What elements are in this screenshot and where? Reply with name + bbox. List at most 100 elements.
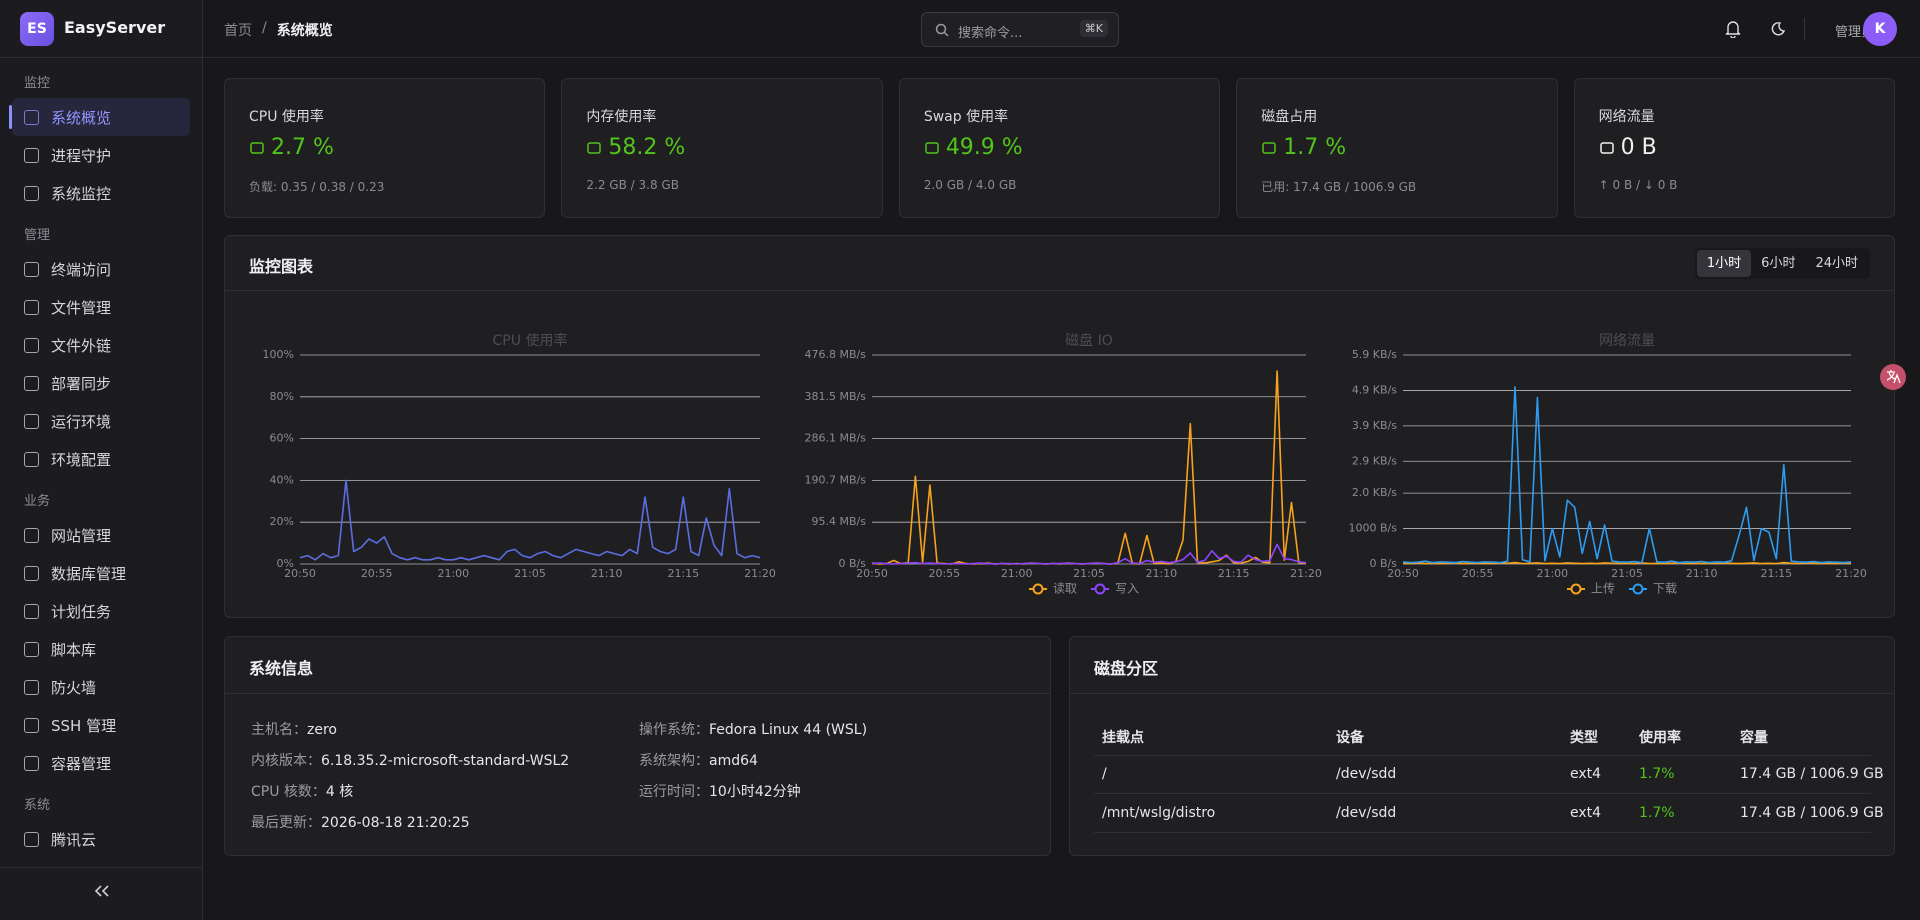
nav-item[interactable]: 文件外链 [12, 326, 190, 364]
table-cell: /dev/sdd [1336, 766, 1397, 782]
nav-item[interactable]: 数据库管理 [12, 554, 190, 592]
nav-icon [24, 337, 39, 353]
x-tick-label: 21:15 [667, 567, 699, 580]
chart-title: 网络流量 [1599, 333, 1655, 349]
theme-icon[interactable] [1769, 20, 1787, 38]
nav-icon [24, 109, 39, 125]
nav-item[interactable]: 腾讯云 [12, 820, 190, 858]
panel-header: 系统信息 [225, 637, 1050, 694]
nav-label: 运行环境 [51, 412, 112, 431]
table-cell: /dev/sdd [1336, 805, 1397, 821]
info-label: 运行时间： [639, 784, 709, 800]
y-tick-label: 1000 B/s [1349, 522, 1398, 535]
info-field: 系统架构：amd64 [639, 750, 758, 770]
x-tick-label: 21:00 [437, 567, 469, 580]
search-box[interactable]: 搜索命令... ⌘K [921, 12, 1119, 47]
nav-group-title: 系统 [24, 798, 51, 813]
stat-value: 1.7 % [1261, 135, 1346, 160]
avatar[interactable]: K [1863, 12, 1897, 46]
stat-detail: 2.2 GB / 3.8 GB [586, 178, 679, 192]
range-button[interactable]: 24小时 [1815, 256, 1858, 271]
x-tick-label: 21:10 [1145, 567, 1177, 580]
stat-value: 49.9 % [924, 135, 1023, 160]
info-label: 操作系统： [639, 722, 709, 738]
stat-number: 58.2 % [608, 135, 686, 160]
range-button[interactable]: 6小时 [1761, 256, 1796, 271]
table-cell: 1.7% [1639, 805, 1675, 821]
x-tick-label: 21:10 [1686, 567, 1718, 580]
breadcrumb-current: 系统概览 [276, 23, 333, 39]
breadcrumb-link[interactable]: 首页 [224, 23, 252, 39]
nav-item[interactable]: 防火墙 [12, 668, 190, 706]
stat-number: 1.7 % [1283, 135, 1347, 160]
x-tick-label: 20:55 [928, 567, 960, 580]
nav-item[interactable]: 系统概览 [9, 98, 190, 136]
info-label: 系统架构： [639, 753, 709, 769]
nav-icon [24, 831, 39, 847]
info-label: CPU 核数： [251, 784, 326, 800]
x-tick-label: 21:20 [744, 567, 776, 580]
nav-label: 腾讯云 [51, 830, 97, 849]
nav-label: 脚本库 [51, 640, 97, 659]
nav-item[interactable]: 终端访问 [12, 250, 190, 288]
stat-label: 网络流量 [1598, 109, 1655, 125]
nav-item[interactable]: 运行环境 [12, 402, 190, 440]
nav-item[interactable]: 文件管理 [12, 288, 190, 326]
nav-item[interactable]: 部署同步 [12, 364, 190, 402]
table-cell: ext4 [1570, 766, 1602, 782]
nav-icon [24, 147, 39, 163]
translate-button[interactable] [1879, 363, 1907, 391]
stat-icon [587, 141, 602, 154]
line-series [299, 479, 761, 561]
legend-label: 下载 [1653, 582, 1677, 596]
nav-label: 防火墙 [51, 678, 97, 697]
nav-label: 系统监控 [51, 184, 112, 203]
line-series [871, 543, 1307, 565]
info-value: amd64 [709, 753, 758, 769]
info-value: 10小时42分钟 [709, 784, 801, 800]
info-value: Fedora Linux 44 (WSL) [709, 722, 868, 738]
y-tick-label: 80% [270, 390, 294, 403]
panel-header: 磁盘分区 [1070, 637, 1894, 694]
nav-item[interactable]: 脚本库 [12, 630, 190, 668]
nav-label: 容器管理 [51, 754, 112, 773]
collapse-button[interactable] [94, 884, 110, 898]
y-tick-label: 381.5 MB/s [805, 390, 867, 403]
y-tick-label: 0 B/s [1370, 557, 1398, 570]
brand: EasyServer [64, 18, 166, 37]
stat-detail: 负载: 0.35 / 0.38 / 0.23 [249, 180, 385, 194]
legend-marker [1632, 583, 1644, 595]
nav-item[interactable]: 进程守护 [12, 136, 190, 174]
info-value: 4 核 [325, 784, 354, 800]
nav-label: 网站管理 [51, 526, 112, 545]
nav-label: 文件管理 [51, 298, 112, 317]
nav-item[interactable]: 容器管理 [12, 744, 190, 782]
info-value: zero [307, 722, 337, 738]
stat-detail: ↑ 0 B / ↓ 0 B [1598, 178, 1678, 192]
nav-item[interactable]: 系统监控 [12, 174, 190, 212]
nav-label: 系统概览 [51, 108, 112, 127]
nav-item[interactable]: SSH 管理 [12, 706, 190, 744]
nav-item[interactable]: 网站管理 [12, 516, 190, 554]
disk-panel: 磁盘分区 挂载点 设备 类型 使用率 容量 / /dev/sdd ext4 1.7% 17.4 G… [1069, 636, 1895, 856]
x-tick-label: 20:50 [284, 567, 316, 580]
x-tick-label: 20:55 [1462, 567, 1494, 580]
breadcrumb: 首页 / 系统概览 [224, 20, 333, 40]
x-tick-label: 21:20 [1835, 567, 1867, 580]
nav-item[interactable]: 计划任务 [12, 592, 190, 630]
nav-icon [24, 299, 39, 315]
range-button[interactable]: 1小时 [1696, 250, 1752, 277]
nav-icon [24, 375, 39, 391]
nav-group-title: 监控 [24, 76, 51, 91]
nav-item[interactable]: 环境配置 [12, 440, 190, 478]
bell-icon[interactable] [1725, 20, 1741, 38]
stat-value: 2.7 % [249, 135, 334, 160]
stat-card: 磁盘占用 1.7 % 已用: 17.4 GB / 1006.9 GB [1236, 78, 1558, 218]
stat-number: 49.9 % [945, 135, 1023, 160]
nav-icon [24, 451, 39, 467]
x-tick-label: 21:05 [1073, 567, 1105, 580]
search-placeholder: 搜索命令... [958, 26, 1023, 41]
y-tick-label: 2.9 KB/s [1352, 454, 1397, 467]
